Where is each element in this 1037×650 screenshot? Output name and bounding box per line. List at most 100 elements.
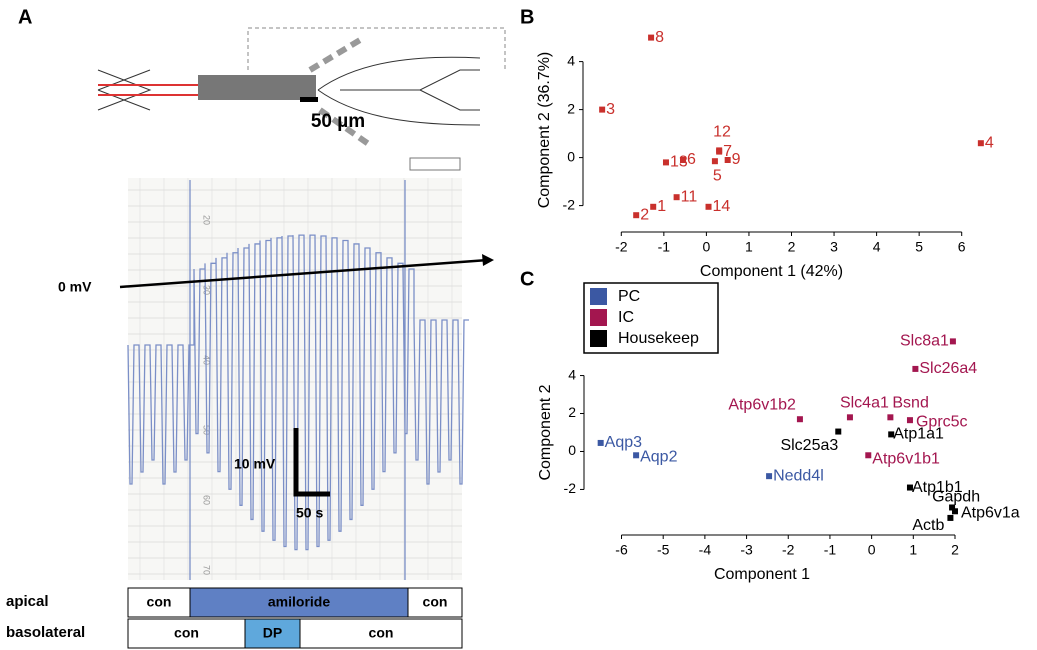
point-label: 12 — [713, 124, 731, 141]
protocol-cell — [127, 618, 246, 649]
point — [977, 140, 984, 147]
point-label: 2 — [640, 206, 649, 223]
x-tick-label: 1 — [909, 542, 917, 558]
scale-label: 50 µm — [311, 111, 365, 132]
x-axis-title: Component 1 (42%) — [700, 263, 843, 280]
t-scale: 50 s — [296, 505, 323, 521]
point — [648, 34, 655, 41]
point — [711, 158, 718, 165]
x-tick-label: -3 — [740, 542, 753, 558]
zero-line — [119, 258, 489, 289]
point-label: Atp1a1 — [893, 426, 944, 443]
point — [673, 194, 680, 201]
y-tick-label: 0 — [568, 442, 576, 458]
point — [597, 439, 604, 446]
paper-number: 30 — [202, 285, 212, 295]
protocol-cell — [189, 587, 409, 618]
arrowhead — [482, 254, 494, 266]
point-label: Atp6v1a — [961, 504, 1020, 521]
point — [865, 452, 872, 459]
y-tick-label: -2 — [564, 480, 577, 496]
paper-number: 20 — [202, 215, 212, 225]
legend-swatch — [590, 330, 607, 347]
point-label: Nedd4l — [773, 467, 824, 484]
x-tick-label: -1 — [824, 542, 837, 558]
scale-bar — [300, 97, 318, 102]
y-tick-label: 4 — [567, 52, 575, 68]
x-tick-label: -1 — [658, 239, 671, 255]
point — [679, 157, 686, 163]
point — [951, 508, 958, 515]
point — [906, 417, 913, 424]
point-label: Slc26a4 — [919, 360, 977, 377]
protocol-cell — [127, 587, 191, 618]
point-label: Actb — [912, 517, 944, 534]
y-tick-label: -2 — [563, 196, 576, 212]
v-scale: 10 mV — [234, 456, 276, 472]
point — [906, 484, 913, 491]
protocol-text: con — [369, 625, 394, 641]
point-label: 1 — [657, 198, 666, 215]
panel-label: A — [18, 6, 32, 28]
protocol: apical con amiloride con basolateral con DP con — [6, 587, 463, 649]
point — [888, 431, 895, 438]
y-tick-label: 0 — [567, 148, 575, 164]
point-label: Gapdh — [932, 489, 980, 506]
point — [705, 203, 712, 210]
point-label: Aqp3 — [605, 434, 642, 451]
zero-label: 0 mV — [58, 279, 92, 295]
point-label: 6 — [687, 151, 696, 168]
protocol-text: con — [147, 594, 172, 610]
x-tick-label: -6 — [615, 542, 628, 558]
trace — [127, 180, 469, 580]
panel-label: B — [520, 6, 534, 28]
point-label: Slc25a3 — [780, 437, 838, 454]
point-label: 11 — [681, 188, 698, 205]
protocol-cell — [299, 618, 463, 649]
legend-swatch — [590, 309, 607, 326]
point-label: Slc4a1 — [840, 395, 889, 412]
x-axis-title: Component 1 — [714, 566, 810, 583]
legend-label: PC — [618, 288, 640, 305]
point-label: 8 — [655, 29, 664, 46]
tubule-image — [198, 75, 316, 100]
protocol-text: con — [423, 594, 448, 610]
x-tick-label: -4 — [699, 542, 712, 558]
row-label: apical — [6, 593, 49, 610]
legend-label: Housekeep — [618, 330, 699, 347]
point-label: 7 — [723, 143, 732, 160]
panel-label: C — [520, 268, 534, 290]
point — [949, 338, 956, 345]
x-tick-label: 4 — [873, 239, 881, 255]
point — [766, 473, 773, 480]
paper-number: 60 — [202, 495, 212, 505]
y-axis-title: Component 2 — [537, 384, 554, 480]
point-label: Atp6v1b1 — [872, 450, 940, 467]
paper-number: 70 — [202, 565, 212, 575]
point — [947, 514, 954, 521]
x-tick-label: 5 — [915, 239, 923, 255]
legend-label: IC — [618, 309, 634, 326]
x-tick-label: 2 — [951, 542, 959, 558]
x-tick-label: 6 — [958, 239, 966, 255]
point — [887, 414, 894, 421]
point-label: Atp1b1 — [912, 479, 963, 496]
y-axis-title: Component 2 (36.7%) — [536, 52, 553, 209]
protocol-text: DP — [263, 625, 282, 641]
legend-swatch — [590, 288, 607, 305]
point — [912, 365, 919, 372]
point — [633, 452, 640, 459]
point — [662, 159, 669, 166]
point-label: Aqp2 — [640, 448, 677, 465]
row-label: basolateral — [6, 624, 85, 641]
point-label: Gprc5c — [916, 413, 968, 430]
x-tick-label: -2 — [782, 542, 795, 558]
protocol-cell — [407, 587, 463, 618]
point-label: 5 — [713, 167, 722, 184]
point-label: 9 — [732, 151, 741, 168]
x-tick-label: -5 — [657, 542, 670, 558]
x-tick-label: 1 — [745, 239, 753, 255]
point — [724, 157, 731, 163]
y-tick-label: 2 — [568, 404, 576, 420]
